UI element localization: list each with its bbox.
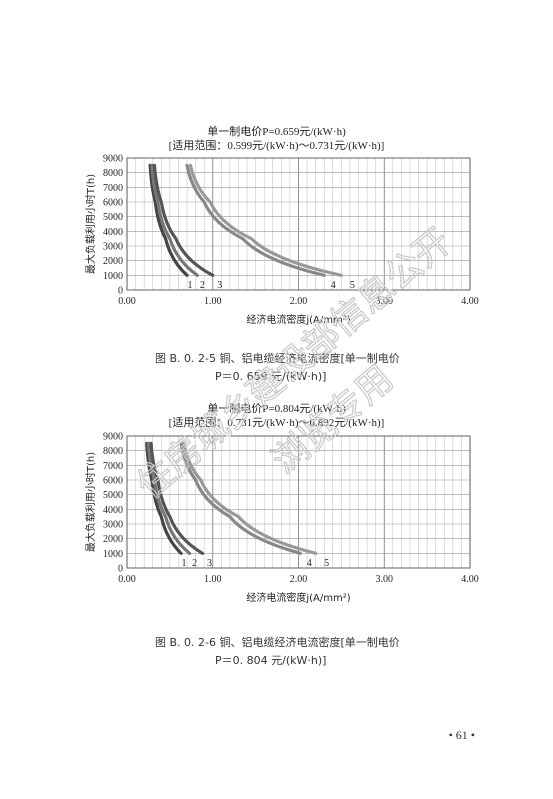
y-tick-label: 0 (118, 286, 123, 297)
chart-1-header: 单一制电价P=0.659元/(kW·h) [适用范围：0.599元/(kW·h)… (0, 125, 553, 153)
series-label: 1 (182, 558, 187, 569)
chart-2: 0 1000 2000 3000 4000 5000 6000 7000 8000 9000 0.0… (84, 432, 479, 605)
y-tick-label: 9000 (103, 432, 123, 443)
x-axis-label: 经济电流密度j(A/mm²) (246, 313, 350, 326)
series-3-line (152, 163, 215, 277)
x-tick-label: 4.00 (461, 574, 479, 585)
caption-2-line2: P＝0. 804 元/(kW·h)] (215, 654, 327, 667)
y-axis-label: 最大负载利用小时T(h) (84, 452, 97, 552)
series-label: 3 (217, 280, 222, 291)
chart-2-title: 单一制电价P=0.804元/(kW·h) (207, 403, 346, 415)
y-tick-label: 8000 (103, 168, 123, 179)
x-axis-label: 经济电流密度j(A/mm²) (246, 591, 350, 604)
y-tick-label: 6000 (103, 198, 123, 209)
plot-frame (126, 157, 471, 291)
x-tick-label: 0.00 (118, 574, 136, 585)
y-tick-label: 3000 (103, 242, 123, 253)
y-axis-label: 最大负载利用小时T(h) (84, 174, 97, 274)
series-label: 5 (324, 558, 329, 569)
chart-1-title: 单一制电价P=0.659元/(kW·h) (207, 126, 346, 138)
x-tick-label: 2.00 (290, 574, 308, 585)
y-tick-label: 7000 (103, 461, 123, 472)
series-4-line (185, 163, 326, 277)
x-tick-label: 3.00 (376, 296, 394, 307)
y-tick-label: 1000 (103, 549, 123, 560)
page-number: • 61 • (448, 728, 475, 742)
series-1-line (148, 163, 189, 277)
x-tick-label: 1.00 (204, 574, 222, 585)
series-label: 2 (200, 280, 205, 291)
series-1-line (145, 441, 183, 555)
series-label: 3 (207, 558, 212, 569)
caption-1-line1: 图 B. 0. 2-5 铜、铝电缆经济电流密度[单一制电价 (155, 352, 400, 365)
series-4-line (179, 441, 302, 555)
chart-2-header: 单一制电价P=0.804元/(kW·h) [适用范围：0.731元/(kW·h)… (0, 402, 553, 430)
series-label: 1 (188, 280, 193, 291)
x-tick-label: 3.00 (376, 574, 394, 585)
y-tick-label: 1000 (103, 271, 123, 282)
y-tick-label: 7000 (103, 183, 123, 194)
x-tick-label: 1.00 (204, 296, 222, 307)
caption-1-line2: P＝0. 659 元/(kW·h)] (215, 370, 327, 383)
chart-1-subtitle: [适用范围：0.599元/(kW·h)～0.731元/(kW·h)] (168, 140, 385, 152)
chart-2-subtitle: [适用范围：0.731元/(kW·h)～0.892元/(kW·h)] (168, 417, 385, 429)
y-tick-label: 5000 (103, 490, 123, 501)
series-5-line (188, 163, 343, 277)
y-tick-label: 5000 (103, 212, 123, 223)
y-tick-label: 4000 (103, 227, 123, 238)
series-5-line (181, 441, 318, 555)
series-label: 5 (350, 280, 355, 291)
y-tick-label: 0 (118, 564, 123, 575)
series-label: 4 (331, 280, 336, 291)
series-label: 4 (307, 558, 312, 569)
plot-frame (126, 435, 471, 569)
x-tick-label: 4.00 (461, 296, 479, 307)
series-2-line (146, 441, 192, 555)
y-tick-label: 3000 (103, 520, 123, 531)
y-tick-label: 2000 (103, 256, 123, 267)
y-tick-label: 9000 (103, 154, 123, 165)
series-3-line (149, 441, 205, 555)
y-tick-label: 8000 (103, 446, 123, 457)
x-tick-label: 2.00 (290, 296, 308, 307)
chart-1: 0 1000 2000 3000 4000 5000 6000 7000 8000 9000 0.0… (84, 154, 479, 327)
x-tick-label: 0.00 (118, 296, 136, 307)
series-label: 2 (192, 558, 197, 569)
caption-2-line1: 图 B. 0. 2-6 铜、铝电缆经济电流密度[单一制电价 (155, 636, 400, 649)
series-2-line (150, 163, 199, 277)
y-tick-label: 4000 (103, 505, 123, 516)
y-tick-label: 2000 (103, 534, 123, 545)
y-tick-label: 6000 (103, 476, 123, 487)
